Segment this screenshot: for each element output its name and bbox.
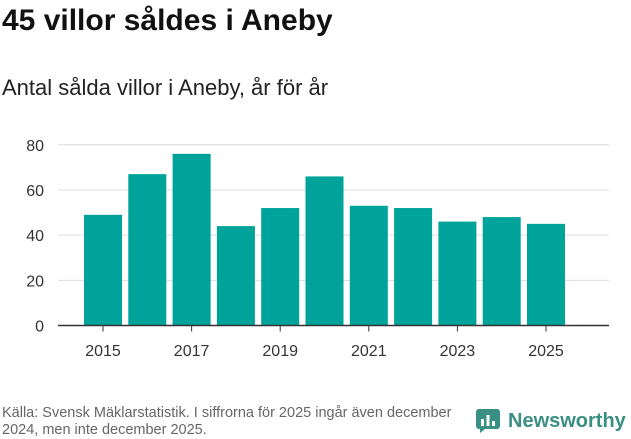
- bars: [84, 153, 565, 326]
- tick-labels: 0 20 40 60 80 2015 2017 2019 2021 2023 2025: [26, 138, 564, 360]
- x-tick-label: 2025: [528, 343, 564, 360]
- newsworthy-logo: Newsworthy: [476, 409, 626, 433]
- chart-title: 45 villor såldes i Aneby: [2, 4, 333, 37]
- y-tick-label: 40: [26, 228, 44, 245]
- x-tick-label: 2019: [262, 343, 298, 360]
- y-tick-label: 0: [35, 319, 44, 336]
- bar-2023: [438, 221, 477, 326]
- x-tick-label: 2015: [85, 343, 121, 360]
- y-tick-label: 80: [26, 138, 44, 155]
- bar-2019: [261, 208, 300, 326]
- bar-2016: [128, 174, 167, 326]
- bar-2017: [172, 153, 211, 326]
- bar-chart: 0 20 40 60 80 2015 2017 2019 2021 2023 2025: [26, 138, 609, 360]
- chart-subtitle: Antal sålda villor i Aneby, år för år: [2, 75, 329, 100]
- axes: [58, 324, 609, 332]
- logo-chart-icon: [476, 409, 500, 433]
- x-tick-label: 2023: [440, 343, 476, 360]
- bar-2020: [305, 176, 344, 326]
- x-tick-label: 2017: [174, 343, 210, 360]
- source-note: Källa: Svensk Mäklarstatistik. I siffror…: [2, 405, 452, 438]
- logo-text: Newsworthy: [508, 409, 626, 432]
- bar-2015: [84, 214, 122, 326]
- y-tick-label: 60: [26, 183, 44, 200]
- bar-2024: [482, 217, 521, 326]
- bar-2022: [394, 208, 433, 326]
- x-tick-label: 2021: [351, 343, 387, 360]
- bar-2025: [527, 223, 565, 326]
- bar-2021: [349, 205, 388, 326]
- y-tick-label: 20: [26, 273, 44, 290]
- bar-2018: [216, 226, 255, 326]
